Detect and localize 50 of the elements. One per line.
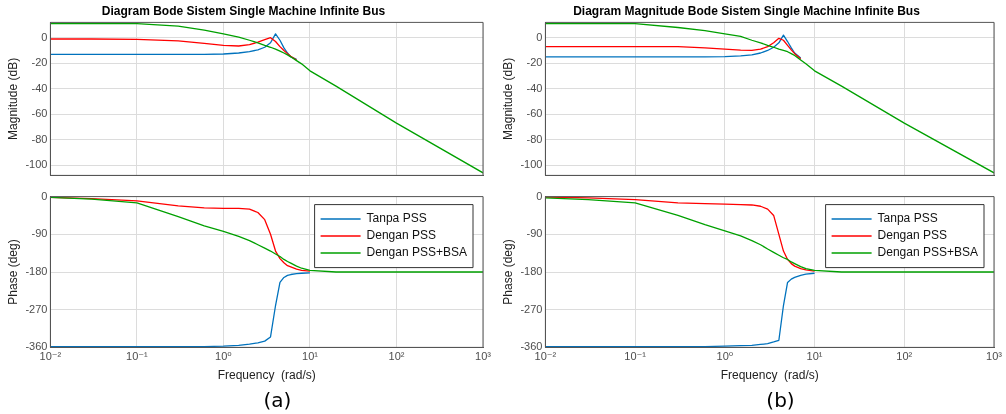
legend-label: Dengan PSS+BSA [366,244,468,259]
y-axis-title: Magnitude (dB) [5,57,20,140]
x-tick-label: 10³ [475,349,492,362]
y-tick-label: -180 [520,264,543,277]
y-tick-label: -360 [25,339,48,352]
x-tick-label: 10⁰ [215,349,233,362]
x-tick-label: 10⁻¹ [624,349,647,362]
x-tick-label: 10⁰ [716,349,734,362]
x-tick-label: 10¹ [302,349,319,362]
legend-label: Tanpa PSS [366,210,427,225]
legend-label: Tanpa PSS [877,210,938,225]
y-tick-label: -100 [520,158,543,171]
y-tick-label: -90 [31,226,48,239]
text: (a) [262,386,293,413]
y-tick-label: -60 [526,107,543,120]
y-tick-label: 0 [536,189,543,202]
y-tick-label: -90 [526,226,543,239]
y-tick-label: -100 [25,158,48,171]
y-axis-title: Phase (deg) [500,238,515,305]
y-tick-label: -20 [31,56,48,69]
y-tick-label: -20 [526,56,543,69]
y-tick-label: -40 [31,81,48,94]
x-axis-title: Frequency (rad/s) [217,367,316,382]
legend-label: Dengan PSS [366,227,436,242]
y-tick-label: -270 [520,302,543,315]
x-tick-label: 10¹ [806,349,823,362]
legend-label: Dengan PSS+BSA [877,244,979,259]
y-tick-label: 0 [41,189,48,202]
x-tick-label: 10⁻¹ [126,349,149,362]
legend-label: Dengan PSS [877,227,947,242]
y-tick-label: -40 [526,81,543,94]
y-tick-label: -60 [31,107,48,120]
y-tick-label: 0 [536,30,543,43]
y-tick-label: -80 [31,132,48,145]
y-tick-label: 0 [41,30,48,43]
y-tick-label: -270 [25,302,48,315]
text: (b) [765,386,796,413]
x-tick-label: 10² [388,349,405,362]
chart-title: Diagram Bode Sistem Single Machine Infinite Bus [101,3,386,18]
x-tick-label: 10² [896,349,913,362]
x-tick-label: 10⁻² [39,349,62,362]
y-tick-label: -180 [25,264,48,277]
y-axis-title: Phase (deg) [5,238,20,305]
x-tick-label: 10⁻² [534,349,557,362]
y-tick-label: -360 [520,339,543,352]
x-tick-label: 10³ [986,349,1003,362]
chart-title: Diagram Magnitude Bode Sistem Single Machine Infinite Bus [573,3,921,18]
y-tick-label: -80 [526,132,543,145]
y-axis-title: Magnitude (dB) [500,57,515,140]
x-axis-title: Frequency (rad/s) [720,367,819,382]
